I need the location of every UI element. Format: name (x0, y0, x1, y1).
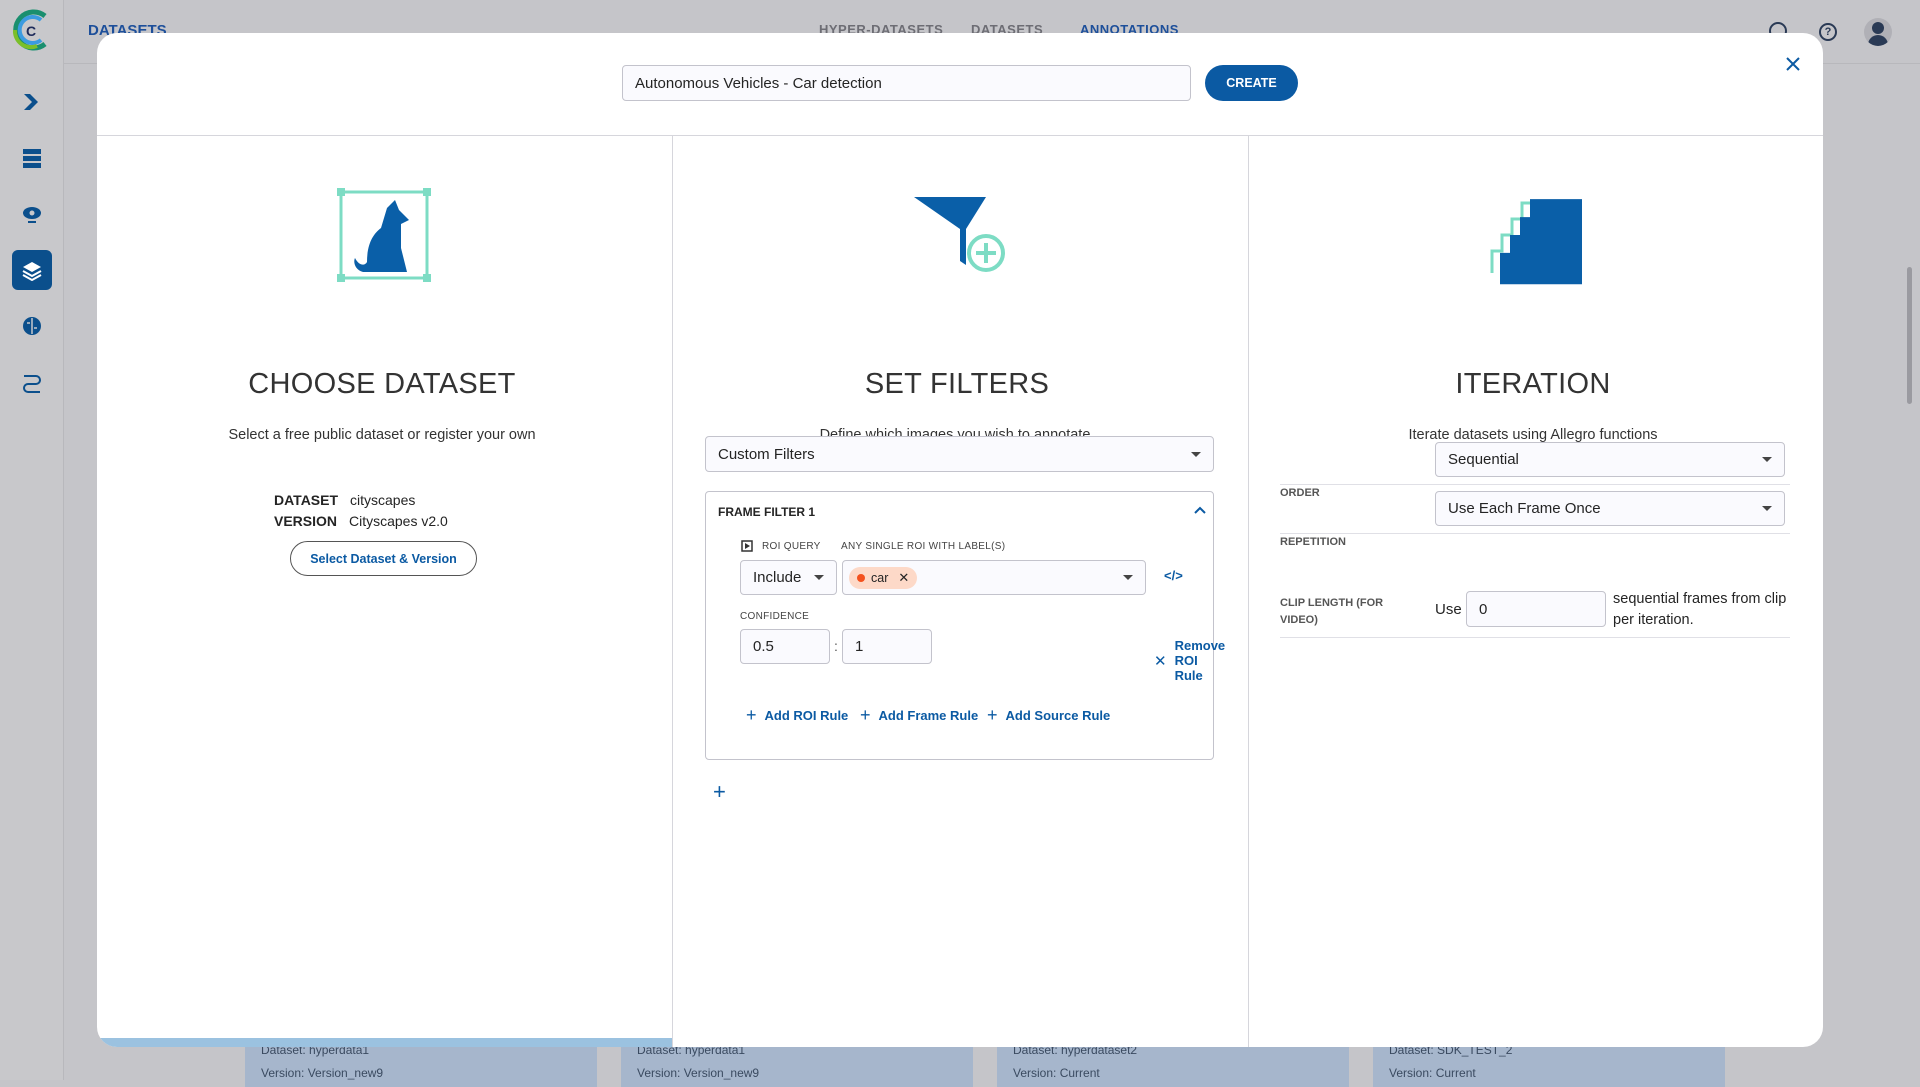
labels-label: ANY SINGLE ROI WITH LABEL(S) (841, 541, 1006, 552)
dataset-card[interactable]: Dataset: hyperdata1 Version: Version_new9 (621, 1043, 973, 1087)
caret-down-icon (1123, 575, 1133, 580)
layers-icon[interactable] (12, 250, 52, 290)
card-version: Version: Version_new9 (261, 1066, 384, 1080)
divider (1280, 484, 1790, 485)
plus-icon: + (746, 705, 757, 725)
dataset-value: cityscapes (350, 492, 416, 508)
add-roi-label: Add ROI Rule (764, 708, 849, 723)
roi-query-select[interactable]: Include (740, 560, 837, 595)
avatar-icon[interactable] (1864, 18, 1892, 46)
card-version: Version: Current (1389, 1066, 1476, 1080)
confidence-separator: : (834, 638, 838, 654)
stairs-icon (1490, 199, 1582, 285)
version-label: VERSION (274, 513, 338, 529)
label-chip: car ✕ (849, 566, 918, 589)
caret-down-icon (1762, 457, 1772, 462)
order-value: Sequential (1448, 451, 1519, 468)
page-scrollbar[interactable] (1907, 267, 1912, 404)
divider (1280, 637, 1790, 638)
column-divider (1248, 136, 1249, 1047)
caret-down-icon (1762, 506, 1772, 511)
progress-bar (97, 1038, 672, 1047)
order-label: ORDER (1280, 487, 1320, 499)
filter-type-value: Custom Filters (718, 445, 815, 463)
brain-icon[interactable] (12, 306, 52, 346)
confidence-label: CONFIDENCE (740, 611, 810, 622)
code-icon[interactable]: </> (1164, 568, 1183, 583)
repetition-value: Use Each Frame Once (1448, 500, 1601, 517)
divider (1280, 533, 1790, 534)
iteration-subtitle: Iterate datasets using Allegro functions (1408, 427, 1658, 443)
add-source-rule-button[interactable]: + Add Source Rule (987, 705, 1110, 726)
close-icon[interactable] (1786, 57, 1800, 71)
pipeline-icon[interactable] (12, 82, 52, 122)
roi-query-label: ROI QUERY (762, 541, 821, 552)
dog-bounding-box-icon (337, 188, 431, 282)
labels-select[interactable]: car ✕ (842, 560, 1146, 595)
card-version: Version: Version_new9 (637, 1066, 760, 1080)
clip-length-input[interactable] (1466, 591, 1606, 627)
column-divider (672, 136, 673, 1047)
filter-add-icon (914, 197, 1005, 272)
dataset-card[interactable]: Dataset: hyperdataset2 Version: Current (997, 1043, 1349, 1087)
set-filters-title: SET FILTERS (864, 368, 1050, 400)
caret-down-icon (1191, 451, 1201, 457)
server-icon[interactable] (12, 138, 52, 178)
label-chip-text: car (871, 570, 889, 585)
roi-icon (741, 540, 753, 552)
help-icon[interactable]: ? (1819, 23, 1837, 41)
close-icon: ✕ (1154, 652, 1167, 670)
dataset-card[interactable]: Dataset: hyperdata1 Version: Version_new9 (245, 1043, 597, 1087)
frame-filter-panel: FRAME FILTER 1 ROI QUERY ANY SINGLE ROI … (705, 491, 1225, 760)
add-frame-label: Add Frame Rule (878, 708, 979, 723)
dataset-label: DATASET (274, 492, 339, 508)
choose-dataset-subtitle: Select a free public dataset or register… (228, 427, 536, 443)
cloud-gear-icon[interactable] (12, 194, 52, 234)
remove-roi-rule-button[interactable]: ✕ Remove ROI Rule (1154, 638, 1225, 683)
sidebar: C (0, 0, 64, 1080)
clip-suffix: sequential frames from clip per iteratio… (1613, 591, 1787, 628)
workflow-icon[interactable] (12, 362, 52, 402)
caret-down-icon (814, 575, 824, 580)
label-color-dot (857, 573, 865, 582)
dataset-card[interactable]: Dataset: SDK_TEST_2 Version: Current (1373, 1043, 1725, 1087)
iteration-title: ITERATION (1455, 368, 1611, 400)
add-roi-rule-button[interactable]: + Add ROI Rule (746, 705, 848, 726)
plus-icon: + (860, 705, 871, 725)
remove-roi-label: Remove ROI Rule (1174, 638, 1226, 683)
roi-query-value: Include (753, 569, 802, 586)
add-frame-rule-button[interactable]: + Add Frame Rule (860, 705, 978, 726)
filter-type-select[interactable]: Custom Filters (705, 436, 1214, 472)
add-frame-filter-button[interactable]: + (713, 779, 726, 804)
repetition-label: REPETITION (1280, 536, 1347, 548)
version-value: Cityscapes v2.0 (349, 513, 448, 529)
chevron-up-icon[interactable] (1194, 506, 1206, 514)
confidence-max-input[interactable] (842, 629, 932, 664)
create-button[interactable]: CREATE (1205, 65, 1298, 101)
card-version: Version: Current (1013, 1066, 1100, 1080)
plus-icon: + (987, 705, 998, 725)
choose-dataset-title: CHOOSE DATASET (248, 368, 516, 400)
repetition-select[interactable]: Use Each Frame Once (1435, 491, 1785, 526)
clip-length-label: CLIP LENGTH (FOR VIDEO) (1280, 597, 1384, 626)
svg-text:C: C (26, 23, 36, 39)
select-dataset-button[interactable]: Select Dataset & Version (290, 541, 477, 576)
frame-filter-title: FRAME FILTER 1 (718, 505, 816, 519)
clip-prefix: Use (1435, 601, 1462, 618)
add-source-label: Add Source Rule (1005, 708, 1111, 723)
remove-label-icon[interactable]: ✕ (898, 569, 910, 585)
create-annotation-modal: CREATE CHOOSE DATASET Select a free publ… (97, 33, 1823, 1047)
order-select[interactable]: Sequential (1435, 442, 1785, 477)
clearml-logo[interactable]: C (9, 8, 53, 52)
annotation-name-input[interactable] (622, 65, 1191, 101)
confidence-min-input[interactable] (740, 629, 830, 664)
modal-header: CREATE (97, 33, 1823, 136)
